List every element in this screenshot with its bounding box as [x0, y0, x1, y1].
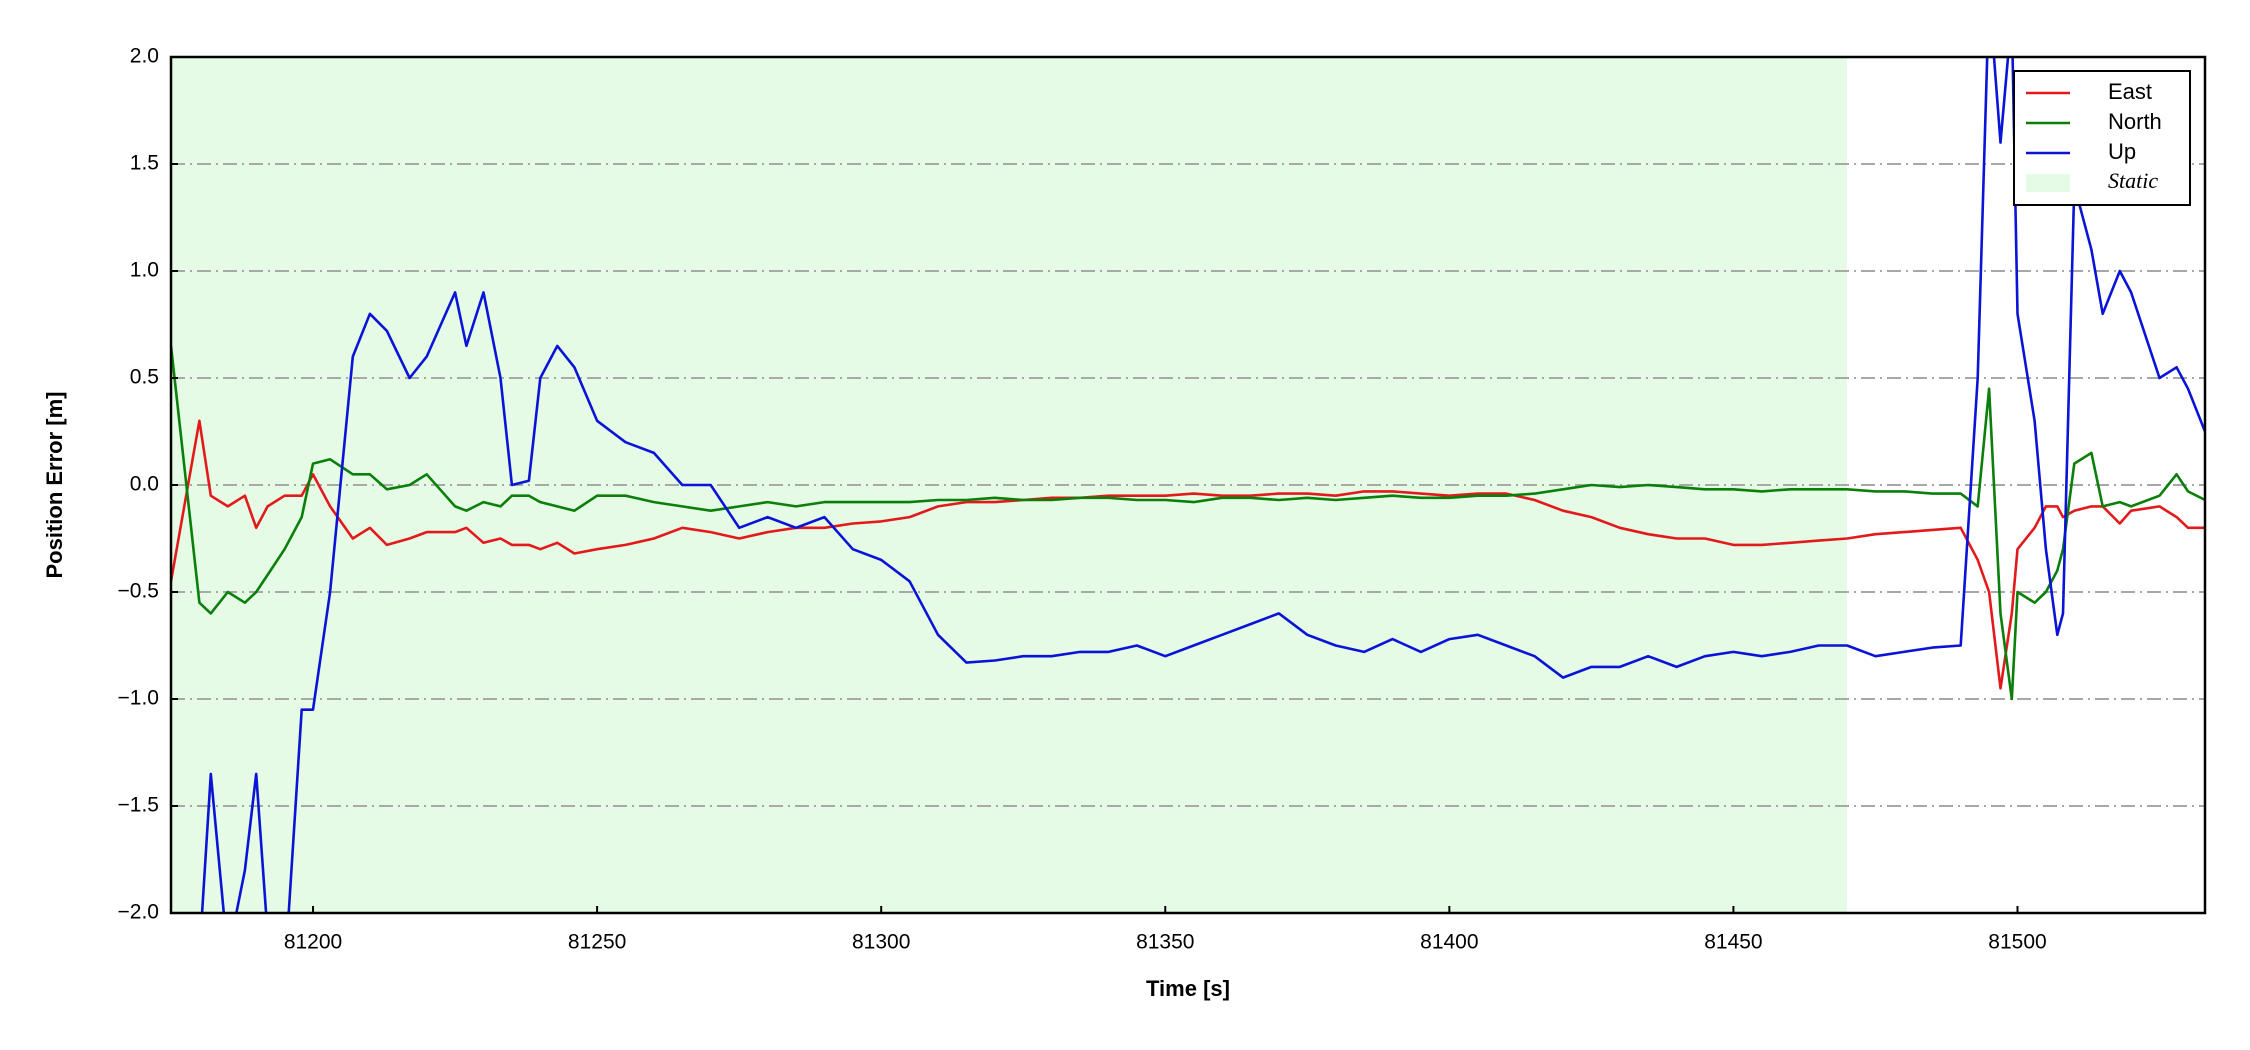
y-tick-label: 1.0 — [130, 259, 159, 282]
y-tick-label: 0.0 — [130, 473, 159, 496]
y-tick-label: −2.0 — [118, 901, 159, 924]
legend-label: Up — [2108, 139, 2136, 164]
y-tick-label: −1.5 — [118, 794, 159, 817]
x-axis-label: Time [s] — [1146, 976, 1230, 1001]
x-tick-label: 81300 — [852, 931, 910, 954]
legend-label: Static — [2108, 168, 2158, 193]
y-tick-label: 1.5 — [130, 152, 159, 175]
legend-label: North — [2108, 109, 2162, 134]
x-tick-label: 81250 — [568, 931, 626, 954]
y-tick-label: −0.5 — [118, 580, 159, 603]
y-tick-label: 2.0 — [130, 45, 159, 68]
series-line — [171, 345, 2205, 701]
x-tick-label: 81400 — [1420, 931, 1478, 954]
series-line — [171, 419, 2205, 690]
legend-label: East — [2108, 79, 2152, 104]
series-line — [200, 57, 2205, 913]
legend-swatch — [2026, 174, 2070, 192]
y-tick-label: 0.5 — [130, 366, 159, 389]
x-tick-label: 81450 — [1704, 931, 1762, 954]
x-tick-label: 81500 — [1988, 931, 2046, 954]
y-axis-label: Position Error [m] — [42, 391, 67, 578]
x-tick-label: 81200 — [284, 931, 342, 954]
y-tick-label: −1.0 — [118, 687, 159, 710]
x-tick-label: 81350 — [1136, 931, 1194, 954]
